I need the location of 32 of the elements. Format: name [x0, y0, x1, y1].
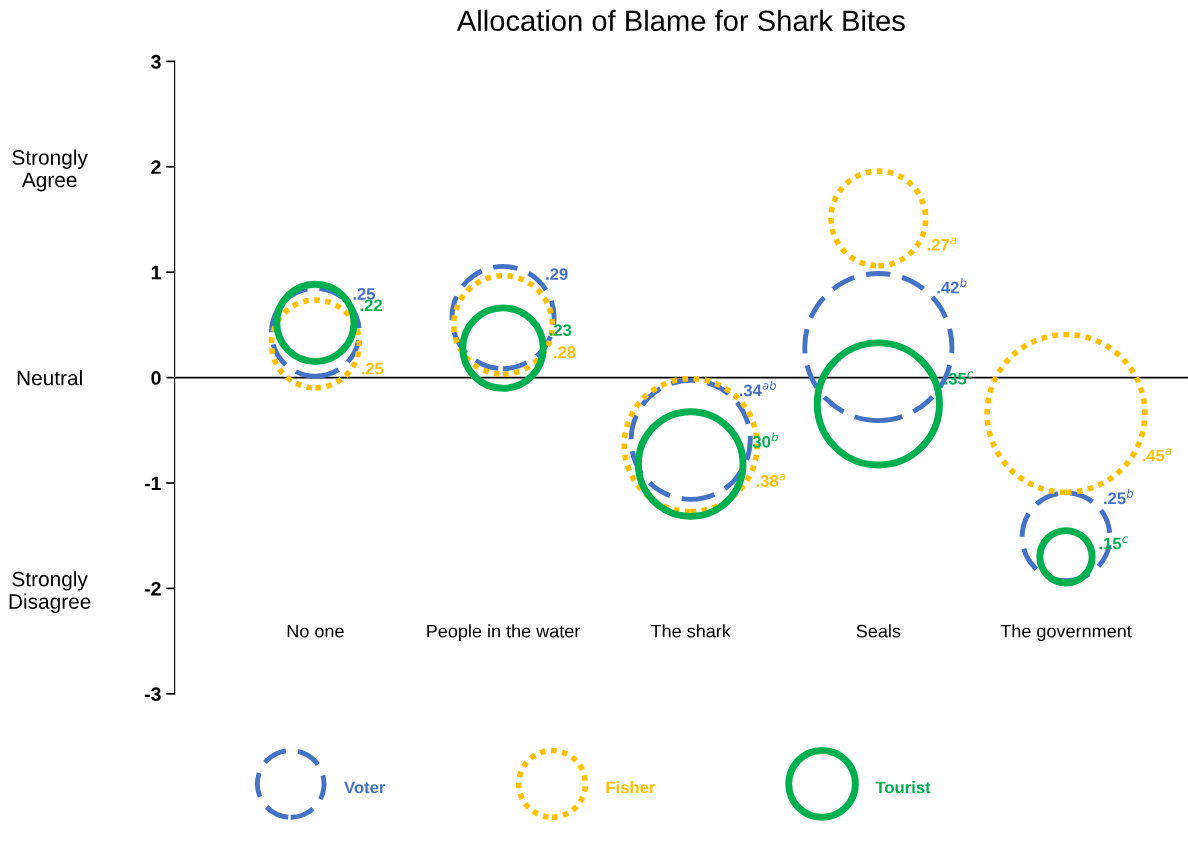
annotation: .22: [360, 299, 383, 312]
category-label: Strongly Agree: [12, 149, 88, 192]
x-tick-label: No one: [287, 624, 344, 638]
x-tick-label: The shark: [650, 624, 731, 638]
x-tick-label: People in the water: [427, 624, 581, 642]
y-tick-label: -3: [144, 687, 161, 702]
category-label: Neutral: [17, 370, 82, 386]
annotation: .45$^{a}$: [1142, 448, 1172, 462]
y-tick-label: -1: [144, 476, 161, 491]
annotation: .25: [353, 288, 376, 300]
annotation: .25: [361, 362, 384, 375]
text: Fisher: [606, 781, 656, 794]
annotation: .38$^{a}$: [756, 473, 786, 487]
x-tick-label: Seals: [856, 624, 901, 638]
chart-title: Allocation of Blame for Shark Bites: [456, 9, 905, 32]
y-tick-label: 1: [151, 265, 161, 280]
annotation: .28: [554, 346, 576, 359]
annotation: .25$^{b}$: [1104, 488, 1134, 505]
annotation: .29: [546, 268, 568, 280]
y-tick-label: 2: [151, 160, 161, 174]
text: Tourist: [875, 781, 931, 794]
annotation: .42$^{b}$: [937, 278, 967, 294]
x-tick-label: The government: [1000, 624, 1132, 642]
y-tick-label: -2: [144, 581, 161, 596]
y-tick-label: 0: [151, 371, 161, 385]
annotation: .27$^{a}$: [927, 237, 957, 251]
annotation: .15$^{c}$: [1099, 536, 1129, 550]
text: Voter: [344, 781, 386, 794]
category-label: Strongly Disagree: [9, 571, 91, 614]
annotation: .34$^{ab}$: [739, 380, 777, 397]
annotation: .23: [549, 324, 572, 336]
y-tick-label: 3: [151, 54, 161, 69]
